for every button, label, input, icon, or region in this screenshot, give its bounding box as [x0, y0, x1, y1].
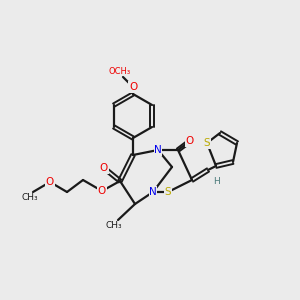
- Text: O: O: [186, 136, 194, 146]
- Text: O: O: [98, 186, 106, 196]
- Text: H: H: [213, 176, 219, 185]
- Text: OCH₃: OCH₃: [109, 67, 131, 76]
- Text: N: N: [154, 145, 162, 155]
- Text: O: O: [46, 177, 54, 187]
- Text: N: N: [149, 187, 157, 197]
- Text: O: O: [129, 82, 137, 92]
- Text: CH₃: CH₃: [22, 194, 38, 202]
- Text: S: S: [165, 187, 171, 197]
- Text: S: S: [204, 138, 210, 148]
- Text: CH₃: CH₃: [106, 221, 122, 230]
- Text: O: O: [100, 163, 108, 173]
